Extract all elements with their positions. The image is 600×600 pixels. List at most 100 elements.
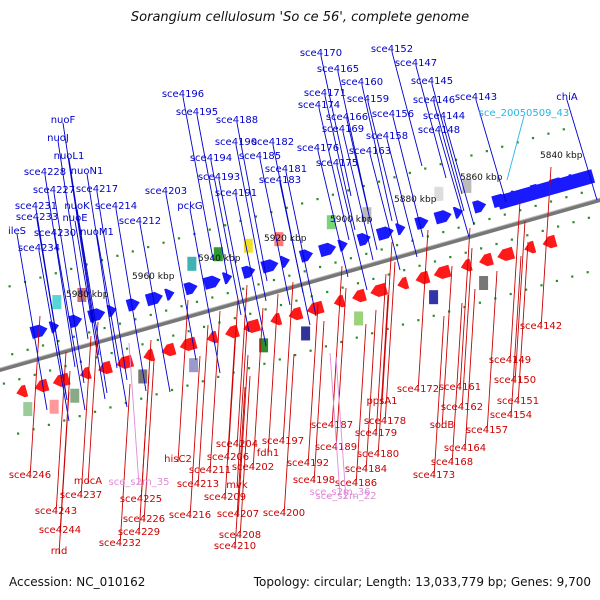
- gene-label-sce4159: sce4159: [347, 94, 389, 105]
- scale-tick-label: 5960 kbp: [132, 272, 175, 282]
- gene-label-ppsA1: ppsA1: [366, 396, 397, 407]
- gene-label-pckG-leader: [189, 208, 221, 374]
- rna-label-sce_s2m_22: sce_s2m_22: [316, 491, 377, 502]
- scale-dot: [93, 410, 97, 413]
- gene-label-sce4171: sce4171: [304, 88, 346, 99]
- gene-label-sce4146-leader: [433, 102, 465, 212]
- feature-box: [189, 358, 199, 373]
- scale-dot: [531, 136, 535, 140]
- gene-label-nuoM1-leader: [96, 234, 128, 408]
- gene-label-nuoJ: nuoJ: [47, 133, 69, 144]
- gene-label-sce4154: sce4154: [490, 410, 532, 421]
- gene-label-sce4150: sce4150: [494, 375, 536, 386]
- scale-dot: [341, 286, 344, 289]
- forward-gene-arrow: [318, 242, 337, 258]
- scale-dot: [124, 401, 127, 405]
- scale-dot: [403, 269, 406, 272]
- map-title: Sorangium cellulosum 'So ce 56', complet…: [130, 10, 470, 25]
- feature-box: [362, 207, 372, 222]
- gene-label-sce4172: sce4172: [397, 384, 439, 395]
- scale-tick-label: 5840 kbp: [540, 151, 583, 161]
- scale-dot: [149, 313, 152, 317]
- scale-dot: [100, 259, 104, 262]
- gene-label-sce4185: sce4185: [239, 151, 281, 162]
- reverse-gene-arrow: [397, 276, 410, 290]
- gene-label-sce4237-leader: [80, 335, 92, 499]
- reverse-gene-arrow: [542, 234, 558, 249]
- scale-dot: [18, 378, 21, 381]
- gene-label-sce4190-leader: [235, 144, 267, 302]
- forward-gene-arrow: [48, 321, 59, 334]
- gene-label-sce4246: sce4246: [9, 470, 51, 481]
- feature-box: [259, 338, 269, 353]
- scale-dot: [485, 150, 488, 153]
- gene-label-sce4192-leader: [307, 303, 319, 467]
- gene-label-sce4172-leader: [417, 229, 429, 393]
- gene-label-fdh1-leader: [267, 293, 279, 457]
- gene-label-sce4151: sce4151: [497, 396, 539, 407]
- gene-label-sce4231: sce4231: [15, 201, 57, 212]
- scale-dot: [211, 296, 214, 299]
- scale-dot: [503, 213, 506, 216]
- scale-dot: [116, 254, 119, 257]
- forward-gene-arrow: [125, 298, 140, 312]
- scale-dot: [371, 332, 374, 335]
- reverse-gene-arrow: [497, 246, 516, 261]
- gene-label-sce4145: sce4145: [411, 76, 453, 87]
- gene-label-sce4196: sce4196: [162, 89, 204, 100]
- scale-dot: [418, 264, 421, 267]
- scale-dot: [177, 237, 181, 240]
- gene-label-sce4179-leader: [375, 273, 387, 437]
- scale-dot: [217, 375, 220, 378]
- reverse-gene-arrow: [460, 258, 473, 272]
- gene-label-sce4214: sce4214: [95, 201, 137, 212]
- gene-label-sce4142-leader: [540, 166, 552, 330]
- scale-dot: [442, 230, 445, 234]
- scale-dot: [141, 343, 144, 346]
- gene-label-sce4173: sce4173: [413, 470, 455, 481]
- gene-label-nuoM1: nuoM1: [80, 227, 114, 238]
- gene-label-sce4171-leader: [324, 95, 356, 231]
- gene-label-hisC2-leader: [177, 299, 189, 463]
- scale-dot: [547, 132, 550, 135]
- scale-dot: [103, 326, 106, 330]
- gene-label-sce4198-leader: [313, 320, 325, 484]
- gene-label-sce4154-leader: [510, 255, 522, 419]
- scale-dot: [279, 303, 283, 307]
- scale-dot: [319, 265, 322, 269]
- scale-dot: [8, 285, 11, 288]
- gene-label-sce4164-leader: [464, 288, 476, 452]
- scale-dot: [95, 356, 98, 359]
- gene-label-sce4174-leader: [318, 107, 350, 241]
- scale-dot: [555, 279, 558, 283]
- scale-dot: [88, 331, 91, 334]
- scale-tick-label: 5880 kbp: [394, 195, 437, 205]
- feature-box: [274, 232, 284, 247]
- gene-label-nuoE-leader: [74, 220, 106, 400]
- gene-label-sodB: sodB: [430, 420, 455, 431]
- reverse-gene-arrow: [288, 306, 304, 321]
- gene-label-sce4226-leader: [143, 359, 155, 523]
- scale-dot: [470, 154, 473, 157]
- scale-dot: [162, 241, 165, 244]
- gene-label-sce4162-leader: [461, 247, 473, 411]
- scale-dot: [202, 325, 206, 328]
- gene-label-sce4198: sce4198: [293, 475, 335, 486]
- gene-label-sce4237: sce4237: [60, 490, 102, 501]
- reverse-gene-arrow: [206, 330, 219, 344]
- scale-dot: [165, 309, 168, 312]
- gene-label-sce4210-leader: [234, 386, 246, 550]
- gene-label-nuoF: nuoF: [51, 115, 76, 126]
- gene-label-sce4233: sce4233: [16, 212, 58, 223]
- scale-dot: [26, 348, 29, 351]
- scale-dot: [201, 380, 204, 383]
- gene-label-sce4210: sce4210: [214, 541, 256, 552]
- scale-dot: [47, 423, 50, 426]
- rna-label-sce_20050509_43: sce_20050509_43: [479, 108, 569, 119]
- gene-label-sce4143: sce4143: [455, 92, 497, 103]
- scale-dot: [380, 248, 383, 251]
- scale-dot: [463, 306, 466, 309]
- gene-label-sce4194-leader: [210, 160, 242, 316]
- gene-label-sce4232-leader: [119, 383, 131, 547]
